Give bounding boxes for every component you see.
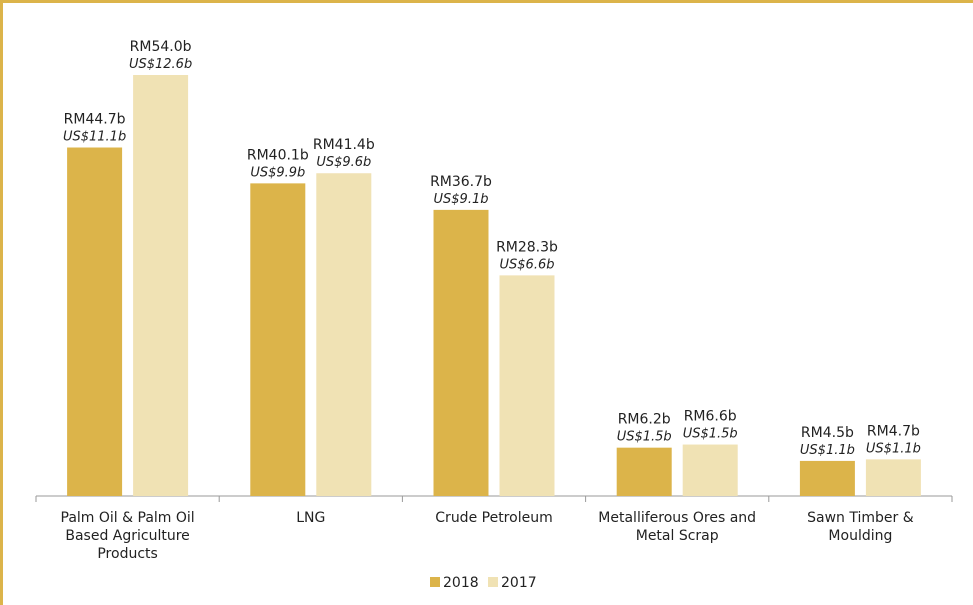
bar-2017 bbox=[865, 459, 921, 496]
bar-2018 bbox=[616, 447, 672, 496]
legend-label-2017: 2017 bbox=[501, 575, 537, 591]
category-label: Sawn Timber & bbox=[807, 510, 914, 526]
data-label-rm: RM36.7b bbox=[430, 174, 492, 190]
category-label: Crude Petroleum bbox=[435, 510, 552, 526]
data-label-rm: RM28.3b bbox=[496, 239, 558, 255]
bar-2017 bbox=[499, 275, 555, 496]
data-label-usd: US$11.1b bbox=[63, 130, 126, 145]
data-label-rm: RM4.7b bbox=[867, 423, 920, 439]
data-label-rm: RM54.0b bbox=[130, 39, 192, 55]
legend-label-2018: 2018 bbox=[443, 575, 479, 591]
data-label-rm: RM44.7b bbox=[64, 112, 126, 128]
bar-2018 bbox=[67, 147, 123, 496]
bar-2018 bbox=[799, 460, 855, 496]
legend-swatch-2017 bbox=[488, 577, 498, 587]
data-label-usd: US$1.5b bbox=[683, 427, 738, 442]
data-label-usd: US$6.6b bbox=[500, 257, 555, 272]
data-label-rm: RM4.5b bbox=[801, 425, 854, 441]
data-label-usd: US$1.1b bbox=[800, 443, 855, 458]
data-label-rm: RM40.1b bbox=[247, 147, 309, 163]
data-label-usd: US$9.6b bbox=[316, 155, 371, 170]
bar-2018 bbox=[433, 209, 489, 497]
category-label: Metal Scrap bbox=[636, 528, 719, 544]
category-label: Moulding bbox=[828, 528, 892, 544]
data-label-usd: US$12.6b bbox=[129, 57, 192, 72]
data-label-usd: US$9.1b bbox=[434, 192, 489, 207]
data-label-usd: US$1.5b bbox=[617, 430, 672, 445]
data-label-usd: US$1.1b bbox=[866, 441, 921, 456]
category-label: Metalliferous Ores and bbox=[598, 510, 756, 526]
data-label-rm: RM41.4b bbox=[313, 137, 375, 153]
bar-2017 bbox=[316, 173, 372, 496]
bar-2017 bbox=[682, 444, 738, 496]
bar-2018 bbox=[250, 183, 306, 496]
category-label: Products bbox=[97, 546, 157, 562]
bar-2017 bbox=[133, 75, 189, 496]
data-label-usd: US$9.9b bbox=[250, 165, 305, 180]
data-label-rm: RM6.6b bbox=[684, 409, 737, 425]
category-label: LNG bbox=[296, 510, 325, 526]
data-label-rm: RM6.2b bbox=[618, 412, 671, 428]
category-label: Based Agriculture bbox=[65, 528, 189, 544]
category-label: Palm Oil & Palm Oil bbox=[61, 510, 195, 526]
legend-swatch-2018 bbox=[430, 577, 440, 587]
